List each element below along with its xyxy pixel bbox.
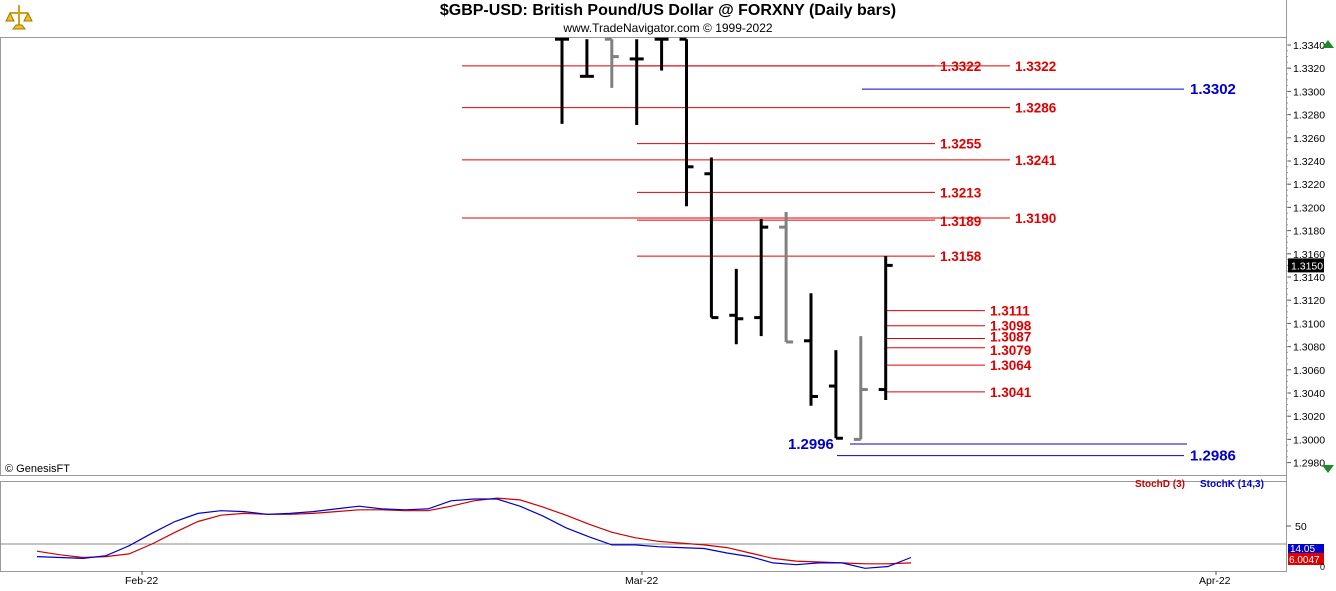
scroll-down-arrow-icon[interactable] — [1322, 465, 1334, 473]
y-tick-label: 1.3120 — [1293, 295, 1325, 307]
watermark-text: © GenesisFT — [5, 463, 70, 475]
stochd-last-label: 6.0047 — [1289, 555, 1320, 566]
stochd-last-box — [1288, 553, 1324, 565]
y-tick-label: 1.3020 — [1293, 411, 1325, 423]
y-tick-label: 1.3280 — [1293, 110, 1325, 122]
chart-header: $GBP-USD: British Pound/US Dollar @ FORX… — [0, 0, 1336, 36]
stochk-last-box — [1288, 544, 1324, 553]
trade-navigator-logo-icon — [5, 5, 33, 30]
chart-frame — [0, 0, 1287, 572]
level-label: 1.2986 — [1190, 448, 1236, 465]
y-tick-label: 1.3180 — [1293, 226, 1325, 238]
y-tick-label: 1.2980 — [1293, 458, 1325, 470]
y-tick-label: 1.3080 — [1293, 342, 1325, 354]
level-label: 1.2996 — [788, 436, 834, 453]
x-tick-label: Feb-22 — [125, 575, 158, 587]
y-tick-label: 1.3060 — [1293, 365, 1325, 377]
level-label: 1.3111 — [990, 304, 1030, 319]
y-tick-label: 1.3260 — [1293, 133, 1325, 145]
y-tick-label: 1.3300 — [1293, 86, 1325, 98]
level-label: 1.3087 — [990, 329, 1031, 344]
scroll-up-arrow-icon[interactable] — [1322, 40, 1334, 48]
ohlc-bar — [828, 350, 843, 440]
ohlc-bar — [853, 336, 868, 441]
stoch-y-tick-label: 50 — [1295, 521, 1307, 533]
level-label: 1.3255 — [940, 137, 982, 152]
y-tick-label: 1.3200 — [1293, 202, 1325, 214]
y-tick-label: 1.3140 — [1293, 272, 1325, 284]
level-label: 1.3190 — [1015, 211, 1056, 226]
last-price-box — [1288, 258, 1324, 273]
stoch-series-line — [36, 497, 912, 565]
copyright-text: www.TradeNavigator.com © 1999-2022 — [563, 21, 773, 35]
level-label: 1.3064 — [990, 358, 1032, 373]
level-label: 1.3302 — [1190, 81, 1236, 98]
chart-title: $GBP-USD: British Pound/US Dollar @ FORX… — [439, 2, 897, 19]
ohlc-bar — [555, 37, 569, 124]
price-panel: 1.3340 1.3320 1.3300 1.3280 1.3260 1.3240 1.32… — [462, 37, 1334, 473]
stoch-panel-frame — [0, 481, 1287, 572]
stoch-zero-label: 0 — [1320, 562, 1325, 572]
level-label: 1.3241 — [1015, 153, 1057, 168]
ohlc-bar — [604, 37, 619, 88]
x-tick-label: Mar-22 — [625, 575, 658, 587]
ohlc-bar — [878, 256, 893, 400]
y-tick-label: 1.3240 — [1293, 156, 1325, 168]
ohlc-bar — [779, 212, 794, 344]
ohlc-bar — [629, 39, 644, 126]
y-tick-label: 1.3160 — [1293, 249, 1325, 261]
ohlc-bar — [704, 157, 719, 320]
level-label: 1.3079 — [990, 343, 1031, 358]
level-label: 1.3322 — [1015, 59, 1056, 74]
level-label: 1.3098 — [990, 319, 1032, 334]
ohlc-bar — [729, 268, 744, 345]
level-label: 1.3213 — [940, 185, 982, 200]
legend-stochd: StochD (3) — [1135, 479, 1185, 490]
y-tick-label: 1.3220 — [1293, 179, 1325, 191]
y-tick-label: 1.3000 — [1293, 434, 1325, 446]
ohlc-bar — [804, 293, 818, 406]
ohlc-bar — [754, 219, 769, 337]
level-label: 1.3158 — [940, 249, 982, 264]
y-tick-label: 1.3340 — [1293, 40, 1325, 52]
level-label: 1.3189 — [940, 214, 981, 229]
ohlc-bar — [579, 39, 594, 78]
level-label: 1.3322 — [940, 59, 981, 74]
ohlc-bar — [679, 37, 694, 207]
last-price-label: 1.3150 — [1291, 260, 1323, 272]
legend-stochk: StochK (14,3) — [1200, 479, 1264, 490]
stoch-series-line — [36, 498, 912, 569]
stochk-last-label: 14.05 — [1290, 544, 1315, 555]
y-tick-label: 1.3100 — [1293, 318, 1325, 330]
y-tick-label: 1.3320 — [1293, 63, 1325, 75]
ohlc-bar — [654, 37, 669, 71]
x-tick-label: Apr-22 — [1199, 575, 1231, 587]
level-label: 1.3286 — [1015, 101, 1057, 116]
level-label: 1.3041 — [990, 385, 1032, 400]
y-tick-label: 1.3040 — [1293, 388, 1325, 400]
